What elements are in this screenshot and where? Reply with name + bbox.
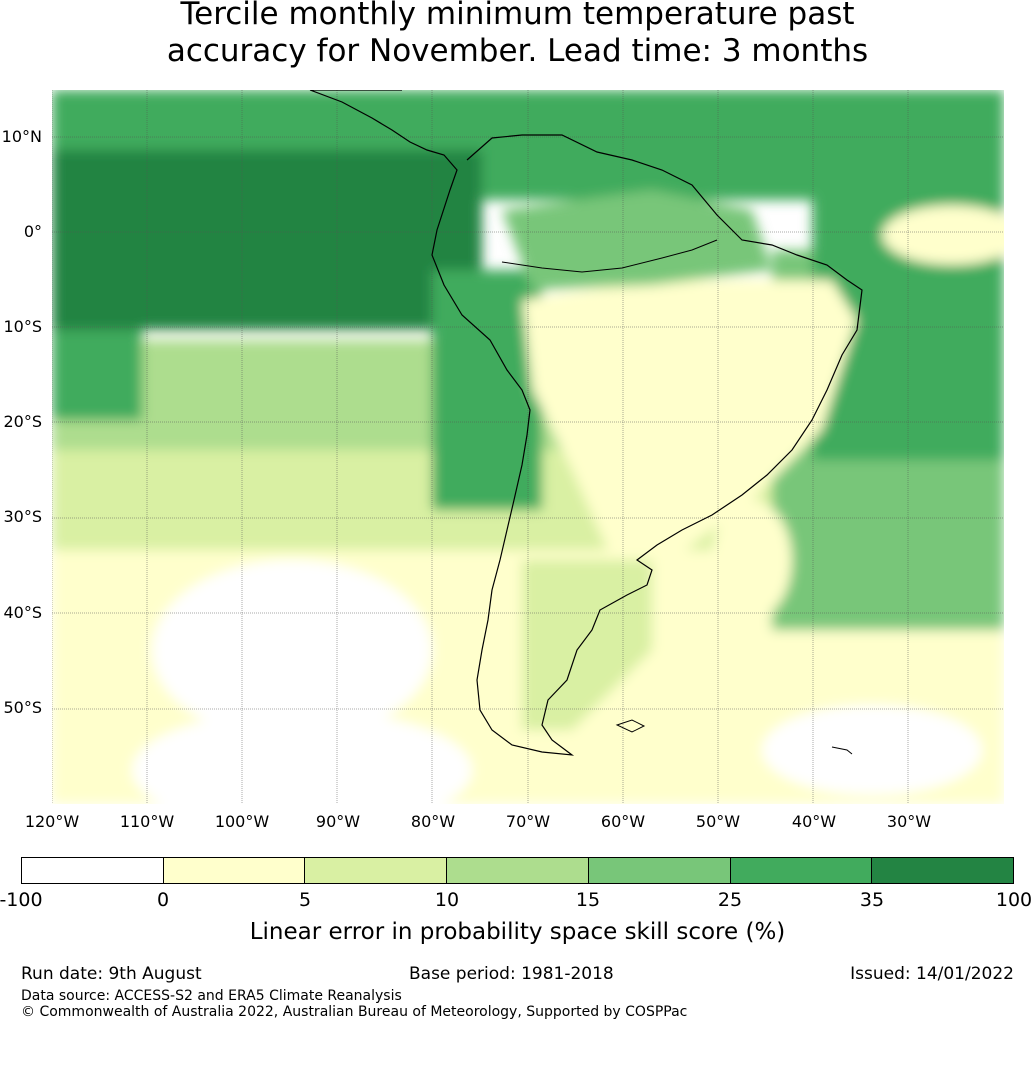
colorbar-tick: 0 — [156, 889, 170, 911]
amazon-river — [501, 239, 718, 273]
lon-label-120w: 120°W — [24, 812, 80, 831]
base-period: Base period: 1981-2018 — [409, 964, 614, 984]
coastline — [309, 90, 863, 756]
colorbar-tick: 25 — [717, 889, 743, 911]
title-line-1: Tercile monthly minimum temperature past — [180, 0, 855, 32]
colorbar-segment-2 — [163, 858, 306, 883]
colorbar-tick: 5 — [298, 889, 312, 911]
colorbar — [21, 857, 1014, 884]
lon-label-40w: 40°W — [791, 812, 837, 831]
lat-label-50s: 50°S — [3, 698, 42, 717]
lat-label-20s: 20°S — [3, 412, 42, 431]
lon-label-70w: 70°W — [505, 812, 551, 831]
map-title: Tercile monthly minimum temperature past… — [0, 0, 1035, 70]
run-date: Run date: 9th August — [21, 964, 202, 984]
colorbar-title: Linear error in probability space skill … — [249, 919, 786, 945]
lon-label-30w: 30°W — [886, 812, 932, 831]
south-georgia — [831, 746, 853, 755]
falkland-islands — [615, 719, 646, 733]
colorbar-segment-5 — [588, 858, 731, 883]
lat-label-10s: 10°S — [3, 317, 42, 336]
lon-label-90w: 90°W — [315, 812, 361, 831]
colorbar-tick: 10 — [434, 889, 460, 911]
lat-label-0: 0° — [23, 222, 42, 241]
colorbar-segment-6 — [730, 858, 873, 883]
issued-date: Issued: 14/01/2022 — [850, 964, 1014, 984]
colorbar-tick: 35 — [859, 889, 885, 911]
colorbar-tick: 100 — [995, 889, 1033, 911]
lon-label-110w: 110°W — [119, 812, 175, 831]
title-line-2: accuracy for November. Lead time: 3 mont… — [166, 33, 869, 69]
colorbar-segment-3 — [305, 858, 448, 883]
colorbar-tick: -100 — [0, 889, 43, 911]
lon-label-50w: 50°W — [695, 812, 741, 831]
lon-label-80w: 80°W — [410, 812, 456, 831]
colorbar-segment-7 — [872, 858, 1014, 883]
lat-label-10n: 10°N — [1, 127, 42, 146]
copyright: © Commonwealth of Australia 2022, Austra… — [21, 1004, 688, 1020]
lon-label-100w: 100°W — [214, 812, 270, 831]
colorbar-segment-1 — [22, 858, 164, 883]
map-svg — [52, 90, 1004, 804]
data-source: Data source: ACCESS-S2 and ERA5 Climate … — [21, 988, 402, 1004]
skill-field — [52, 90, 1004, 804]
lat-label-40s: 40°S — [3, 603, 42, 622]
skill-map — [52, 90, 1004, 804]
lat-label-30s: 30°S — [3, 507, 42, 526]
lon-label-60w: 60°W — [600, 812, 646, 831]
colorbar-segment-4 — [447, 858, 589, 883]
colorbar-tick: 15 — [575, 889, 601, 911]
